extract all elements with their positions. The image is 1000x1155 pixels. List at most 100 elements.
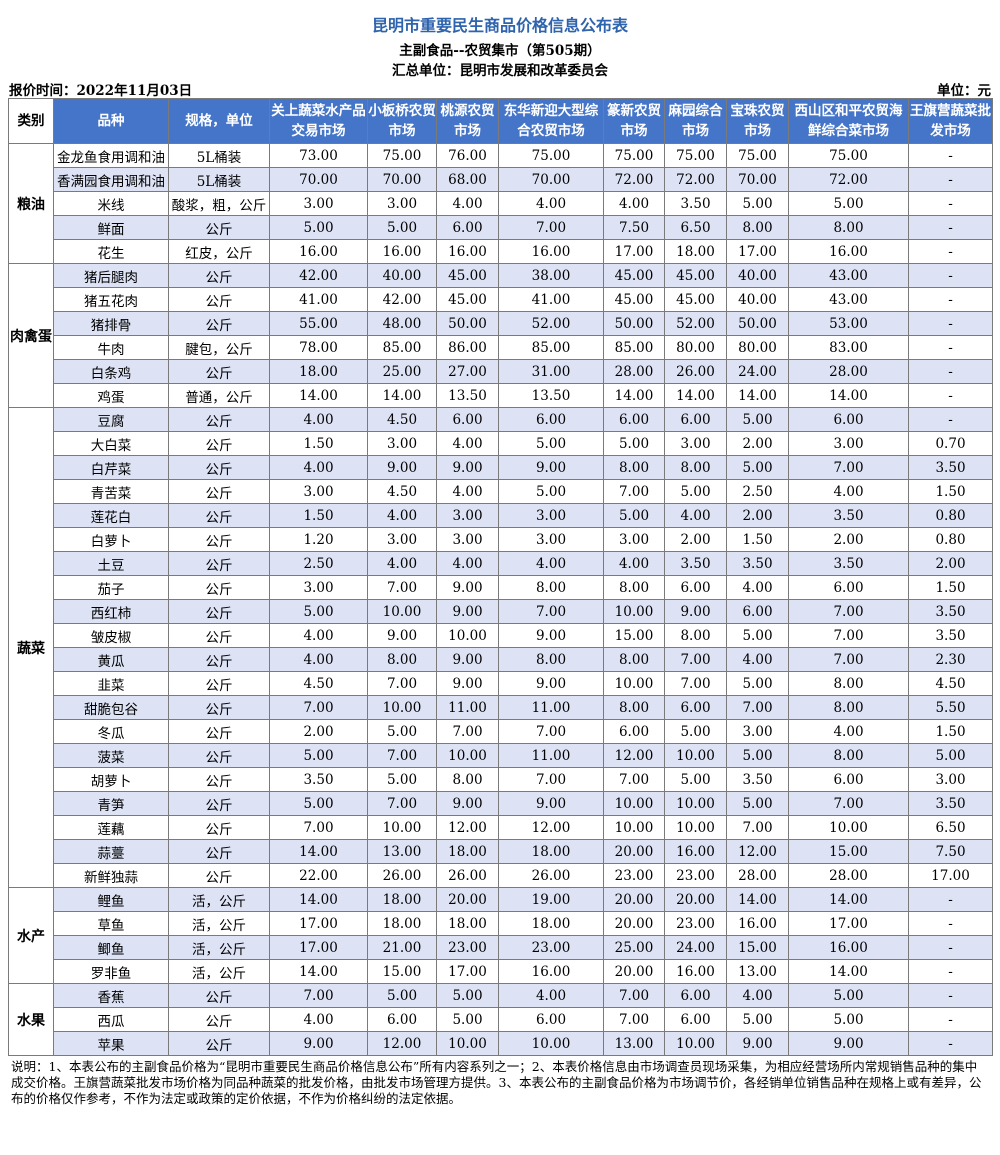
spec-cell: 公斤 (168, 743, 270, 768)
price-cell: 10.00 (603, 815, 665, 840)
column-header-item: 品种 (53, 98, 169, 144)
price-cell: 7.00 (603, 983, 665, 1008)
price-cell: 14.00 (269, 887, 368, 912)
item-name-cell: 草鱼 (53, 911, 169, 936)
price-cell: 10.00 (603, 791, 665, 816)
price-cell: 50.00 (726, 311, 789, 336)
item-name-cell: 大白菜 (53, 431, 169, 456)
page-title: 昆明市重要民生商品价格信息公布表 (371, 16, 628, 35)
price-cell: 9.00 (726, 1031, 789, 1056)
price-cell: 8.00 (664, 455, 727, 480)
price-cell: 1.50 (908, 575, 993, 600)
price-cell: 42.00 (269, 263, 368, 288)
table-row: 白芹菜 公斤 4.00 9.00 9.00 9.00 8.00 8.00 5.00 7.00 3.5… (9, 455, 993, 480)
price-cell: 45.00 (436, 263, 499, 288)
price-cell: 26.00 (498, 863, 604, 888)
price-cell: 1.50 (726, 527, 789, 552)
table-row: 土豆 公斤 2.50 4.00 4.00 4.00 4.00 3.50 3.50 3.50 2.00 (9, 551, 993, 576)
price-cell: 68.00 (436, 167, 499, 192)
table-row: 新鲜独蒜 公斤 22.00 26.00 26.00 26.00 23.00 23.00 28.0… (9, 863, 993, 888)
price-cell: 9.00 (788, 1031, 909, 1056)
price-cell: 17.00 (726, 239, 789, 264)
spec-cell: 5L桶装 (168, 167, 270, 192)
price-cell: 83.00 (788, 335, 909, 360)
price-cell: 10.00 (664, 743, 727, 768)
price-cell: 18.00 (498, 911, 604, 936)
price-cell: 4.00 (726, 647, 789, 672)
price-cell: 16.00 (726, 911, 789, 936)
price-cell: 7.00 (603, 1007, 665, 1032)
price-cell: 17.00 (269, 935, 368, 960)
price-cell: 2.00 (664, 527, 727, 552)
price-cell: 15.00 (367, 959, 437, 984)
price-cell: 52.00 (498, 311, 604, 336)
price-cell: 5.00 (269, 743, 368, 768)
price-cell: 72.00 (788, 167, 909, 192)
price-cell: 5.00 (603, 503, 665, 528)
price-cell: 8.00 (603, 695, 665, 720)
price-cell: 4.00 (269, 1007, 368, 1032)
price-cell: 7.00 (788, 623, 909, 648)
price-cell: 7.00 (269, 983, 368, 1008)
column-header-market: 宝珠农贸市场 (726, 98, 789, 144)
price-cell: 0.70 (908, 431, 993, 456)
price-cell: 6.00 (664, 983, 727, 1008)
price-cell: 7.00 (498, 215, 604, 240)
price-cell: 17.00 (436, 959, 499, 984)
price-cell: 3.50 (269, 767, 368, 792)
table-row: 罗非鱼 活，公斤 14.00 15.00 17.00 16.00 20.00 16.00 13.… (9, 959, 993, 984)
price-cell: 5.50 (908, 695, 993, 720)
price-cell: 8.00 (788, 695, 909, 720)
price-cell: 25.00 (603, 935, 665, 960)
table-row: 花生 红皮，公斤 16.00 16.00 16.00 16.00 17.00 18.00 17.… (9, 239, 993, 264)
price-cell: 8.00 (603, 575, 665, 600)
price-cell: 72.00 (603, 167, 665, 192)
price-cell: 1.20 (269, 527, 368, 552)
price-cell: 28.00 (726, 863, 789, 888)
price-cell: 45.00 (664, 263, 727, 288)
price-cell: 3.00 (269, 191, 368, 216)
spec-cell: 活，公斤 (168, 911, 270, 936)
price-cell: 5.00 (726, 455, 789, 480)
spec-cell: 5L桶装 (168, 143, 270, 168)
spec-cell: 公斤 (168, 839, 270, 864)
price-cell: 70.00 (726, 167, 789, 192)
price-cell: 85.00 (367, 335, 437, 360)
price-cell: - (908, 359, 993, 384)
price-cell: 3.50 (908, 623, 993, 648)
price-cell: 13.50 (436, 383, 499, 408)
item-name-cell: 西红柿 (53, 599, 169, 624)
price-cell: 12.00 (498, 815, 604, 840)
item-name-cell: 花生 (53, 239, 169, 264)
price-cell: 15.00 (603, 623, 665, 648)
item-name-cell: 苹果 (53, 1031, 169, 1056)
price-cell: 5.00 (908, 743, 993, 768)
price-cell: 5.00 (269, 791, 368, 816)
price-cell: 3.50 (664, 551, 727, 576)
price-cell: 73.00 (269, 143, 368, 168)
price-cell: 80.00 (726, 335, 789, 360)
price-cell: 41.00 (498, 287, 604, 312)
price-cell: 3.00 (367, 431, 437, 456)
price-cell: 3.00 (603, 527, 665, 552)
price-cell: 3.00 (788, 431, 909, 456)
price-cell: 45.00 (664, 287, 727, 312)
price-cell: - (908, 311, 993, 336)
price-cell: 5.00 (664, 719, 727, 744)
price-cell: 3.50 (788, 503, 909, 528)
price-cell: 18.00 (664, 239, 727, 264)
price-cell: 16.00 (498, 239, 604, 264)
price-cell: 4.00 (788, 719, 909, 744)
price-cell: 38.00 (498, 263, 604, 288)
price-cell: 14.00 (664, 383, 727, 408)
price-time: 报价时间：2022年11月03日 (9, 83, 193, 99)
price-cell: 41.00 (269, 287, 368, 312)
price-cell: 16.00 (788, 239, 909, 264)
price-cell: 7.00 (436, 719, 499, 744)
price-cell: 5.00 (726, 791, 789, 816)
price-cell: 28.00 (788, 863, 909, 888)
price-cell: 31.00 (498, 359, 604, 384)
price-cell: 7.00 (603, 767, 665, 792)
spec-cell: 公斤 (168, 983, 270, 1008)
